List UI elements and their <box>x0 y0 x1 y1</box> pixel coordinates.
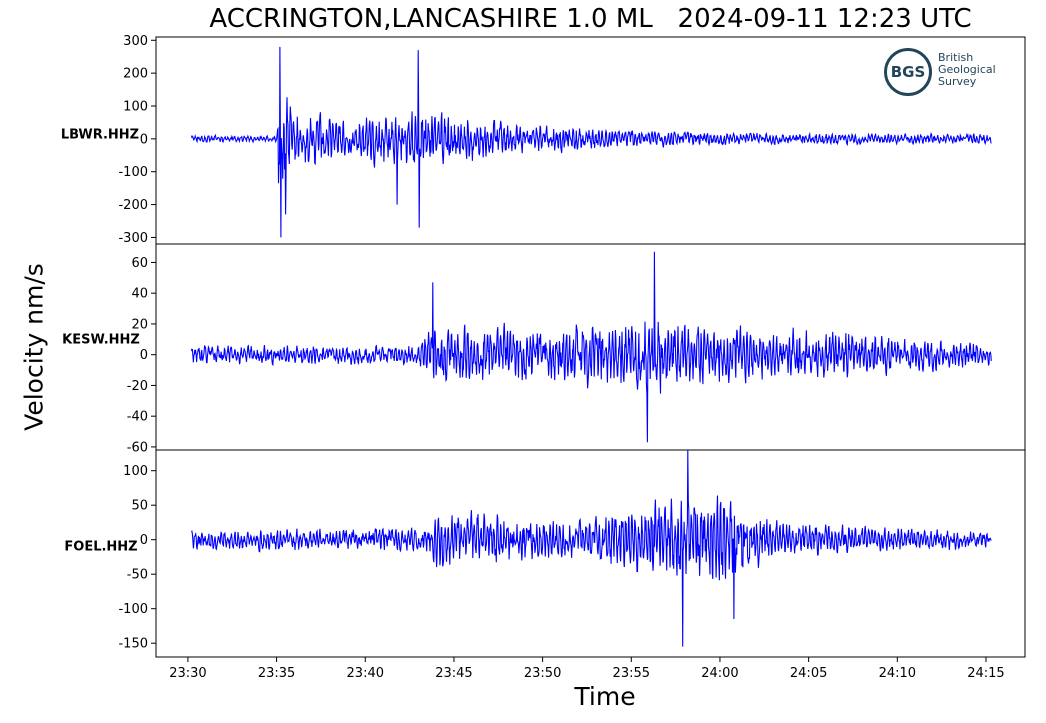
x-tick-label: 23:50 <box>524 666 561 681</box>
y-tick-label: -100 <box>118 165 148 180</box>
bgs-logo-emblem: BGS <box>884 48 932 96</box>
x-tick-label: 24:00 <box>701 666 738 681</box>
x-tick-label: 23:55 <box>613 666 650 681</box>
logo-line: Survey <box>938 75 977 88</box>
x-tick-label: 23:40 <box>347 666 384 681</box>
y-tick-label: -100 <box>118 602 148 617</box>
x-tick-label: 23:35 <box>258 666 295 681</box>
y-tick-label: -60 <box>127 440 148 455</box>
logo-line: Geological <box>938 63 996 76</box>
x-tick-label: 23:30 <box>169 666 206 681</box>
y-tick-label: 0 <box>140 348 148 363</box>
y-tick-label: 0 <box>140 533 148 548</box>
y-tick-label: 0 <box>140 132 148 147</box>
panel-frame <box>155 449 1026 658</box>
x-tick-label: 24:05 <box>790 666 827 681</box>
y-tick-label: -300 <box>118 231 148 246</box>
x-tick-label: 24:15 <box>967 666 1004 681</box>
y-tick-label: 300 <box>123 34 148 49</box>
station-label-kesw: KESW.HHZ <box>62 332 140 348</box>
waveform-foel-hhz <box>191 449 992 647</box>
y-tick-label: 40 <box>131 287 148 302</box>
y-tick-label: 60 <box>131 256 148 271</box>
y-tick-label: 20 <box>131 317 148 332</box>
x-axis-label: Time <box>574 682 636 711</box>
x-tick-label: 24:10 <box>879 666 916 681</box>
x-tick-label: 23:45 <box>435 666 472 681</box>
y-tick-label: -50 <box>127 568 148 583</box>
y-tick-label: -150 <box>118 637 148 652</box>
y-tick-label: -40 <box>127 410 148 425</box>
y-tick-label: -200 <box>118 198 148 213</box>
y-tick-label: -20 <box>127 379 148 394</box>
bgs-logo: BGS British Geological Survey <box>884 48 1004 100</box>
y-tick-label: 100 <box>123 464 148 479</box>
waveform-lbwr-hhz <box>190 46 992 238</box>
y-tick-label: 100 <box>123 100 148 115</box>
bgs-logo-text: British Geological Survey <box>938 52 1008 88</box>
chart-title: ACCRINGTON,LANCASHIRE 1.0 ML 2024-09-11 … <box>209 4 972 34</box>
station-label-foel: FOEL.HHZ <box>64 539 138 555</box>
logo-line: British <box>938 51 974 64</box>
waveform-kesw-hhz <box>190 251 992 443</box>
y-tick-label: 200 <box>123 67 148 82</box>
station-label-lbwr: LBWR.HHZ <box>60 127 140 143</box>
y-tick-label: 50 <box>131 499 148 514</box>
